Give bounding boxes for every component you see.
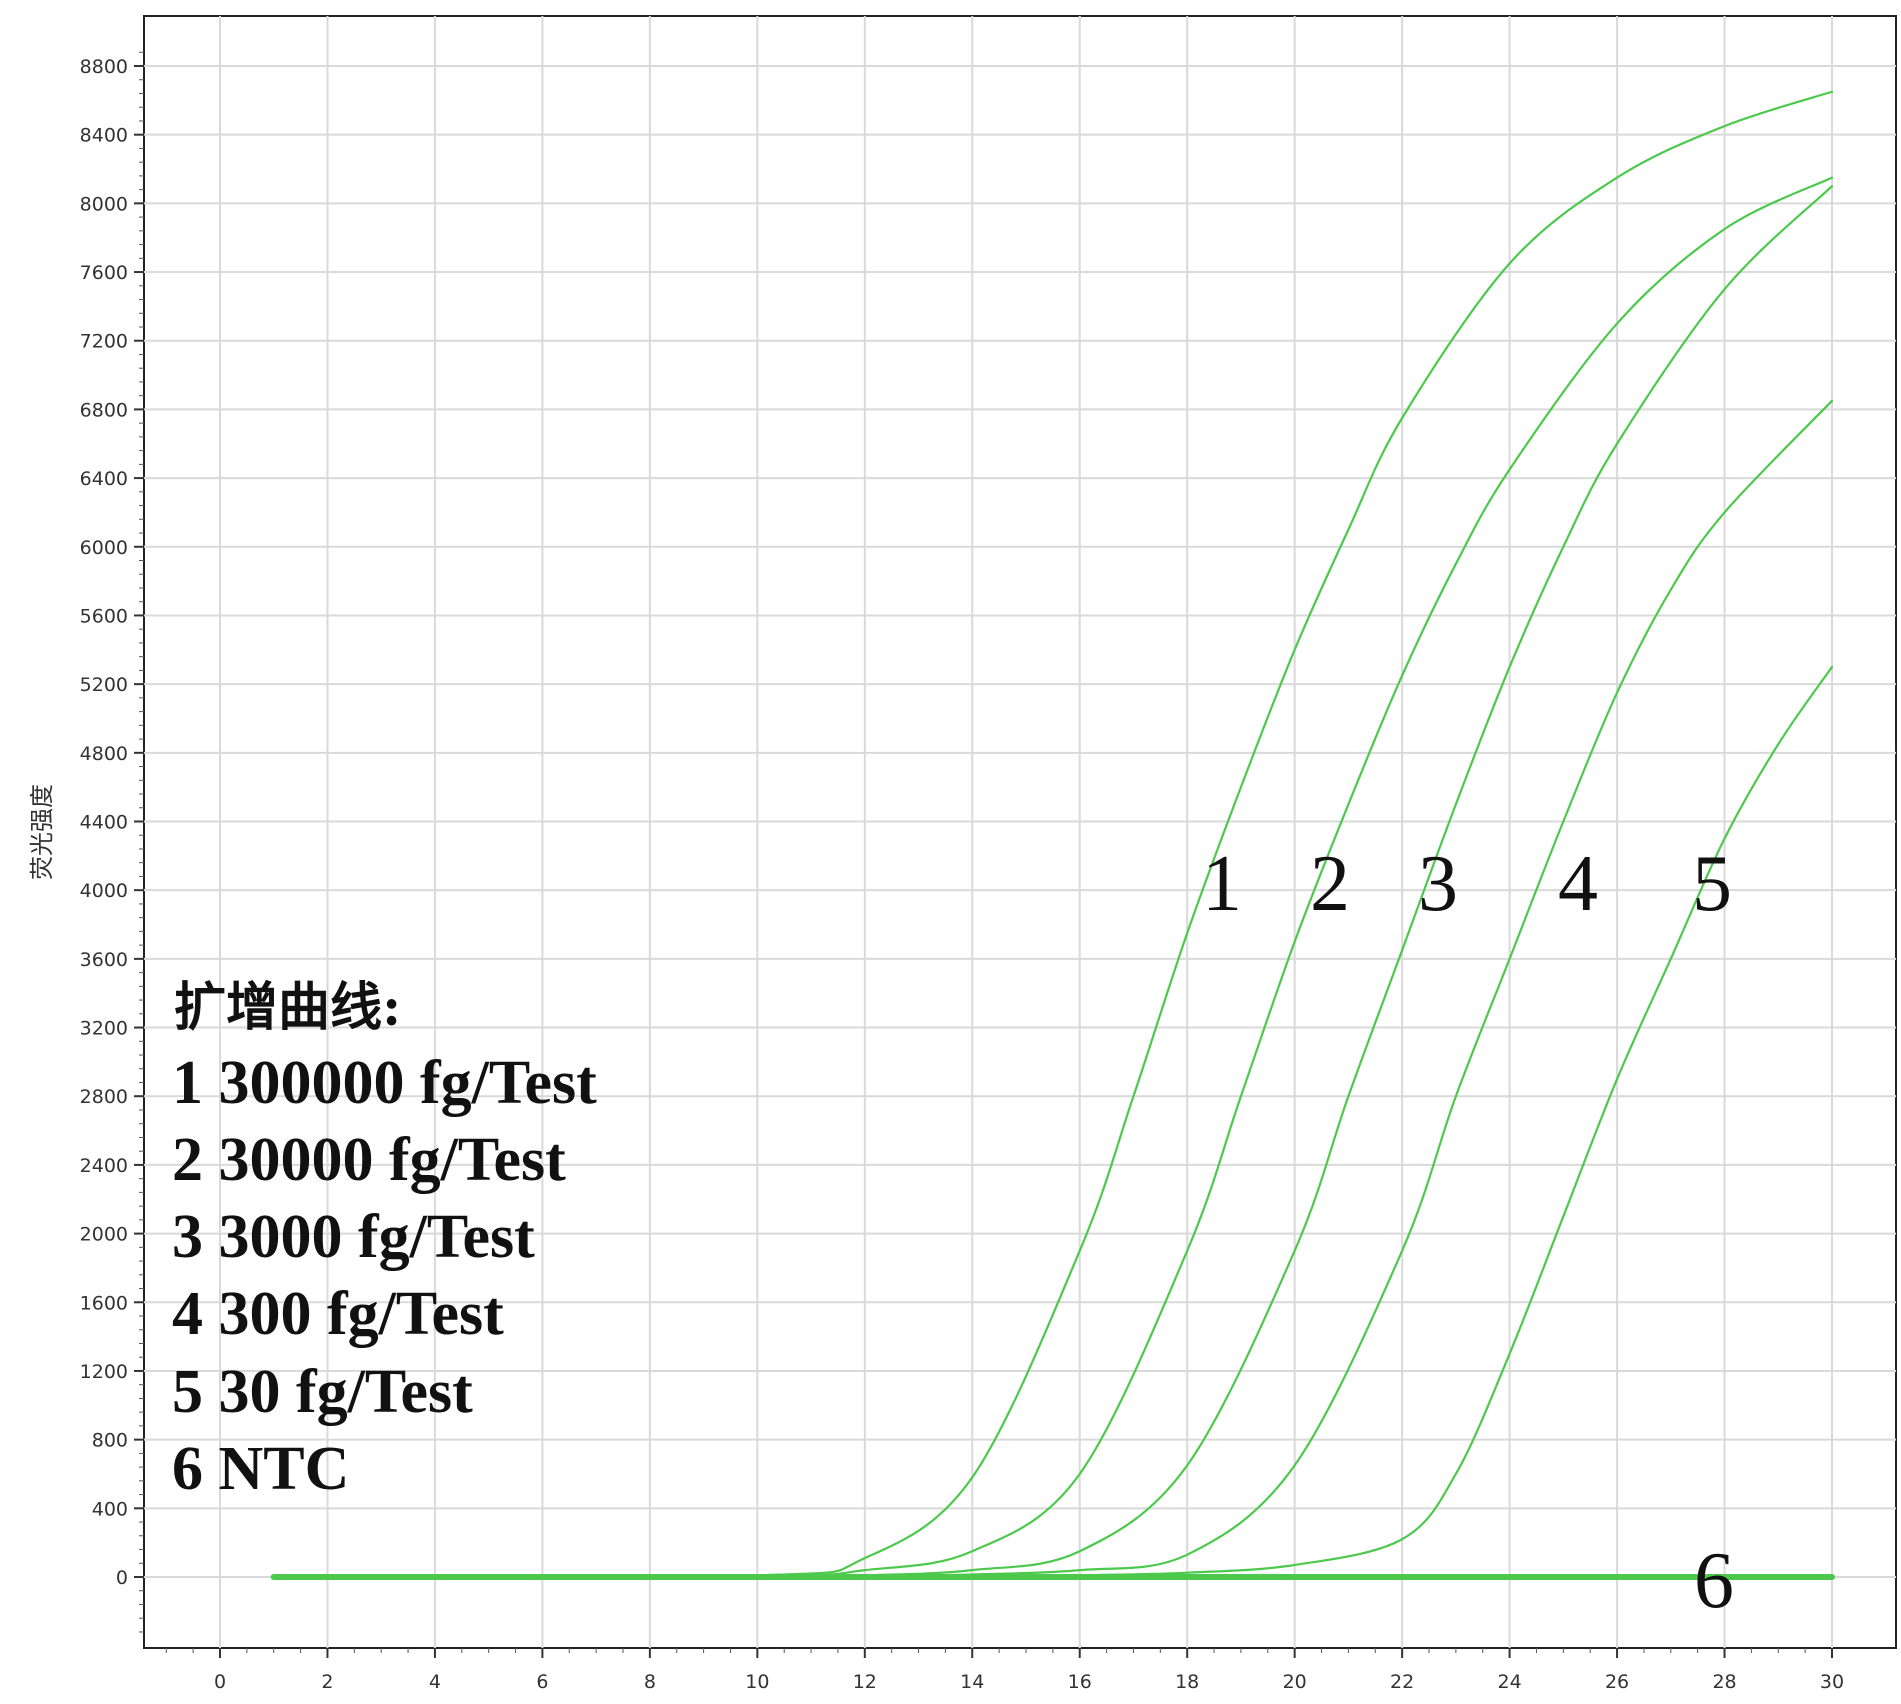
y-tick-label: 7200 (80, 331, 128, 353)
x-tick-label: 22 (1390, 1671, 1414, 1693)
y-tick-label: 0 (116, 1567, 128, 1589)
y-tick-label: 4800 (80, 743, 128, 765)
legend-entry-5: 5 30 fg/Test (172, 1358, 473, 1426)
legend-entry-3: 3 3000 fg/Test (172, 1203, 535, 1271)
y-tick-label: 4400 (80, 812, 128, 834)
x-tick-label: 18 (1175, 1671, 1199, 1693)
y-tick-label: 3600 (80, 949, 128, 971)
legend-entry-4: 4 300 fg/Test (172, 1280, 504, 1348)
x-tick-label: 16 (1068, 1671, 1092, 1693)
x-tick-label: 14 (960, 1671, 984, 1693)
y-tick-label: 2800 (80, 1086, 128, 1108)
y-tick-label: 6400 (80, 468, 128, 490)
y-tick-label: 6800 (80, 399, 128, 421)
y-tick-label: 7600 (80, 262, 128, 284)
legend: 扩增曲线: 1 300000 fg/Test 2 30000 fg/Test 3… (172, 977, 597, 1503)
curve-label-6: 6 (1694, 1537, 1734, 1625)
legend-entry-6: 6 NTC (172, 1435, 349, 1503)
curve-label-1: 1 (1202, 840, 1242, 928)
x-tick-label: 28 (1712, 1671, 1736, 1693)
y-axis-ticks: 0 400 800 1200 1600 2000 2400 2800 3200 3600 4000 4… (80, 51, 144, 1633)
x-tick-label: 2 (321, 1671, 333, 1693)
x-tick-label: 26 (1605, 1671, 1629, 1693)
y-tick-label: 400 (92, 1498, 128, 1520)
legend-title: 扩增曲线: (174, 977, 401, 1038)
series-line-2 (272, 176, 1834, 1579)
plot-frame (143, 15, 1897, 1649)
series-line-1 (272, 90, 1834, 1579)
curve-label-2: 2 (1310, 840, 1350, 928)
y-tick-label: 5200 (80, 674, 128, 696)
x-tick-label: 24 (1498, 1671, 1522, 1693)
y-tick-label: 8400 (80, 125, 128, 147)
x-tick-label: 12 (853, 1671, 877, 1693)
x-tick-label: 20 (1283, 1671, 1307, 1693)
grid (144, 16, 1896, 1648)
y-tick-label: 6000 (80, 537, 128, 559)
x-tick-label: 10 (745, 1671, 769, 1693)
y-tick-label: 3200 (80, 1018, 128, 1040)
x-tick-label: 0 (214, 1671, 226, 1693)
curve-label-5: 5 (1692, 840, 1732, 928)
y-tick-label: 4000 (80, 880, 128, 902)
y-tick-label: 5600 (80, 605, 128, 627)
x-axis-ticks: 0 2 4 6 8 10 12 14 16 18 20 22 24 26 28 30 (165, 1648, 1844, 1693)
y-tick-label: 2000 (80, 1224, 128, 1246)
y-tick-label: 1600 (80, 1292, 128, 1314)
y-tick-label: 1200 (80, 1361, 128, 1383)
curve-label-3: 3 (1418, 840, 1458, 928)
x-tick-label: 4 (429, 1671, 441, 1693)
curve-labels: 1 2 3 4 5 6 (1202, 840, 1734, 1625)
y-tick-label: 800 (92, 1430, 128, 1452)
y-tick-label: 2400 (80, 1155, 128, 1177)
x-tick-label: 8 (644, 1671, 656, 1693)
curve-label-4: 4 (1558, 840, 1598, 928)
legend-entry-1: 1 300000 fg/Test (172, 1049, 597, 1117)
series-layer (270, 90, 1835, 1580)
legend-entry-2: 2 30000 fg/Test (172, 1126, 566, 1194)
x-tick-label: 30 (1820, 1671, 1844, 1693)
y-tick-label: 8800 (80, 56, 128, 78)
y-tick-label: 8000 (80, 193, 128, 215)
x-tick-label: 6 (536, 1671, 548, 1693)
y-axis-label: 荧光强度 (28, 784, 56, 880)
